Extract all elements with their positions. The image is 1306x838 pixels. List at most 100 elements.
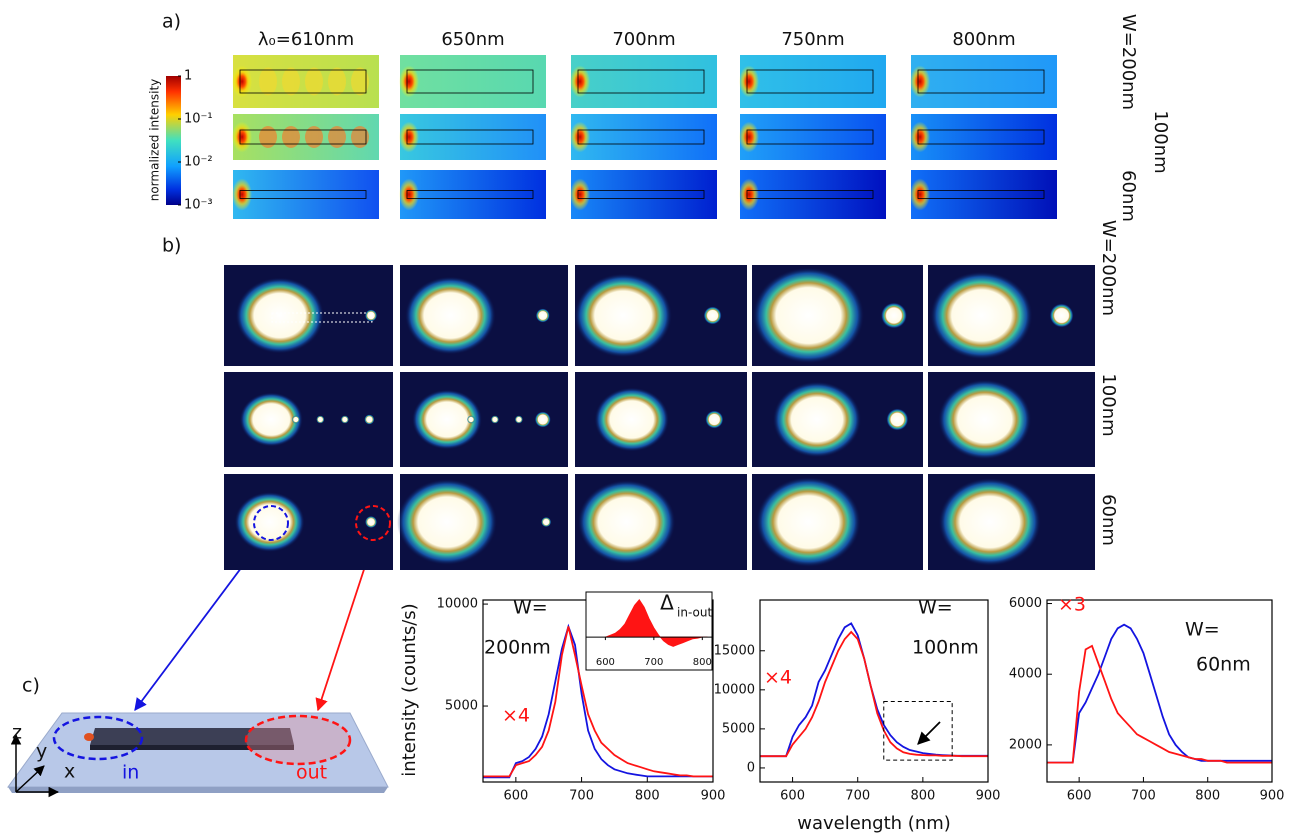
y-tick-label: 4000 bbox=[1009, 667, 1042, 682]
field-lobe bbox=[305, 126, 323, 148]
input-spot bbox=[236, 278, 324, 354]
x-tick-label: 800 bbox=[910, 789, 935, 804]
x-tick-label: 600 bbox=[503, 789, 528, 804]
field-hotspot bbox=[910, 122, 930, 153]
field-hotspot bbox=[232, 179, 252, 211]
output-spot bbox=[541, 517, 551, 527]
field-map bbox=[740, 170, 886, 219]
inset-x-tick-label: 800 bbox=[693, 657, 712, 668]
input-spot bbox=[930, 272, 1032, 360]
colorbar-tick-label: 10⁻² bbox=[184, 155, 213, 170]
output-spot bbox=[886, 409, 908, 431]
axes-frame bbox=[1047, 600, 1272, 782]
colorbar-tick-label: 10⁻³ bbox=[184, 198, 213, 213]
annotation: 60nm bbox=[1196, 654, 1251, 676]
field-map bbox=[911, 55, 1057, 108]
x-tick-label: 700 bbox=[1131, 789, 1156, 804]
output-spot bbox=[365, 516, 377, 528]
column-header: 650nm bbox=[441, 29, 504, 50]
field-hotspot bbox=[399, 122, 419, 153]
inset-x-tick-label: 700 bbox=[644, 657, 663, 668]
out-label: out bbox=[296, 762, 327, 784]
x-tick-label: 900 bbox=[701, 789, 726, 804]
x-tick-label: 800 bbox=[1195, 789, 1220, 804]
x-tick-label: 600 bbox=[780, 789, 805, 804]
in-label: in bbox=[122, 762, 139, 784]
field-lobe bbox=[282, 126, 300, 148]
input-spot bbox=[939, 478, 1041, 566]
field-map bbox=[400, 170, 546, 219]
column-header: 750nm bbox=[781, 29, 844, 50]
inset-title: Δ bbox=[660, 591, 674, 615]
inset-x-tick-label: 600 bbox=[596, 657, 615, 668]
field-hotspot bbox=[739, 122, 759, 153]
column-header: 800nm bbox=[952, 29, 1015, 50]
input-spot bbox=[773, 382, 861, 458]
field-map bbox=[400, 114, 546, 160]
input-spot bbox=[405, 277, 496, 355]
field-lobe bbox=[259, 126, 277, 148]
output-spot bbox=[881, 303, 907, 329]
colorbar bbox=[166, 76, 181, 205]
field-hotspot bbox=[570, 179, 590, 211]
axis-name: z bbox=[12, 722, 22, 744]
column-header: λ₀=610nm bbox=[258, 29, 354, 50]
input-spot bbox=[594, 388, 669, 452]
x-tick-label: 700 bbox=[569, 789, 594, 804]
x-tick-label: 800 bbox=[635, 789, 660, 804]
input-spot bbox=[756, 477, 861, 567]
leak-spot bbox=[341, 416, 349, 424]
figure: a) b) c) in out x y z λ₀=610nm650nm700nm… bbox=[0, 0, 1306, 838]
plot-area bbox=[1047, 625, 1272, 763]
leak-spot bbox=[515, 416, 523, 424]
output-spot bbox=[365, 310, 377, 322]
substrate-edge bbox=[8, 787, 388, 793]
x-tick-label: 900 bbox=[1260, 789, 1285, 804]
leak-spot bbox=[491, 416, 499, 424]
annotation: W= bbox=[513, 597, 548, 619]
y-tick-label: 15000 bbox=[714, 643, 755, 658]
x-tick-label: 900 bbox=[976, 789, 1001, 804]
row-label: 60nm bbox=[1118, 170, 1139, 222]
leak-spot bbox=[292, 416, 300, 424]
field-hotspot bbox=[232, 122, 252, 153]
colorbar-tick-label: 10⁻¹ bbox=[184, 112, 213, 127]
annotation: W= bbox=[918, 597, 953, 619]
field-lobe bbox=[305, 68, 323, 96]
field-map bbox=[400, 55, 546, 108]
scale-note: ×4 bbox=[764, 667, 792, 689]
annotation: 100nm bbox=[912, 637, 979, 659]
scale-note: ×3 bbox=[1058, 594, 1086, 616]
row-label: 100nm bbox=[1098, 373, 1119, 436]
field-map bbox=[911, 170, 1057, 219]
field-map bbox=[740, 114, 886, 160]
colorbar-label: normalized intensity bbox=[148, 79, 162, 202]
out-region bbox=[246, 716, 350, 764]
field-map bbox=[911, 114, 1057, 160]
panel-label: a) bbox=[162, 11, 181, 33]
output-spot bbox=[364, 415, 374, 425]
row-label: 100nm bbox=[1150, 110, 1171, 173]
y-tick-label: 2000 bbox=[1009, 737, 1042, 752]
field-hotspot bbox=[910, 179, 930, 211]
y-tick-label: 10000 bbox=[714, 682, 755, 697]
field-lobe bbox=[259, 68, 277, 96]
field-lobe bbox=[282, 68, 300, 96]
scale-note: ×4 bbox=[502, 705, 530, 727]
axis-name: x bbox=[64, 761, 75, 783]
output-spot bbox=[705, 411, 723, 429]
colorbar-tick-label: 1 bbox=[184, 69, 192, 84]
field-hotspot bbox=[399, 179, 419, 211]
y-tick-label: 5000 bbox=[722, 721, 755, 736]
y-tick-label: 0 bbox=[747, 760, 755, 775]
panel-label: c) bbox=[22, 675, 40, 697]
field-map bbox=[233, 170, 379, 219]
antenna bbox=[84, 733, 94, 741]
output-spot bbox=[535, 412, 551, 428]
y-tick-label: 5000 bbox=[445, 699, 478, 714]
input-spot bbox=[397, 479, 497, 565]
x-tick-label: 700 bbox=[845, 789, 870, 804]
x-tick-label: 600 bbox=[1067, 789, 1092, 804]
field-map bbox=[571, 114, 717, 160]
field-map bbox=[571, 170, 717, 219]
